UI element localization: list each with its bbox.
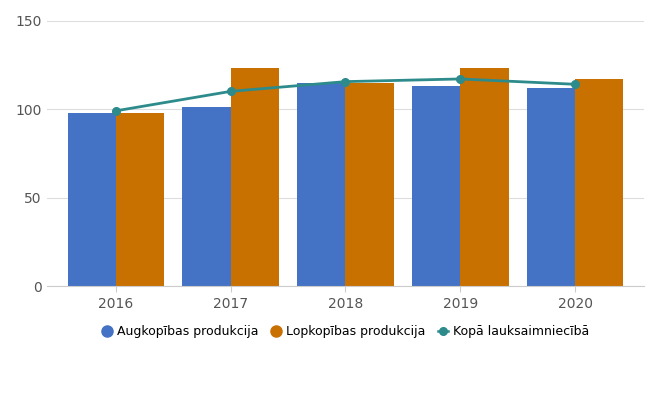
Bar <box>527 88 575 286</box>
Bar <box>68 113 116 286</box>
Bar <box>412 86 460 286</box>
Bar <box>460 68 509 286</box>
Bar <box>345 83 393 286</box>
Legend: Augkopības produkcija, Lopkopības produkcija, Kopā lauksaimniecībā: Augkopības produkcija, Lopkopības produk… <box>102 325 589 338</box>
Bar <box>297 83 345 286</box>
Bar <box>116 113 164 286</box>
Bar <box>183 107 231 286</box>
Bar <box>231 68 279 286</box>
Bar <box>575 79 623 286</box>
